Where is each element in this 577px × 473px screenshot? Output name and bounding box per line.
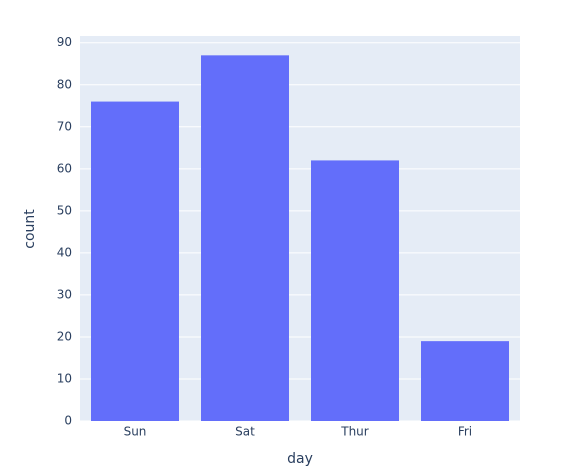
x-tick-label: Sat: [235, 425, 255, 439]
y-tick-label: 60: [57, 161, 72, 175]
y-tick-label: 80: [57, 77, 72, 91]
bars: [91, 55, 509, 422]
y-tick-label: 70: [57, 119, 72, 133]
bar: [311, 160, 399, 422]
bar: [201, 55, 289, 422]
y-tick-label: 20: [57, 329, 72, 343]
bar: [91, 101, 179, 421]
x-tick-label: Fri: [458, 425, 472, 439]
x-tick-label: Thur: [340, 425, 369, 439]
y-tick-label: 90: [57, 35, 72, 49]
y-axis-title: count: [22, 209, 38, 249]
y-tick-label: 50: [57, 203, 72, 217]
y-tick-label: 0: [64, 414, 72, 428]
bar: [421, 341, 509, 421]
y-tick-label: 10: [57, 371, 72, 385]
y-tick-label: 40: [57, 245, 72, 259]
x-axis-title: day: [287, 451, 313, 467]
y-tick-label: 30: [57, 287, 72, 301]
x-tick-label: Sun: [124, 425, 147, 439]
